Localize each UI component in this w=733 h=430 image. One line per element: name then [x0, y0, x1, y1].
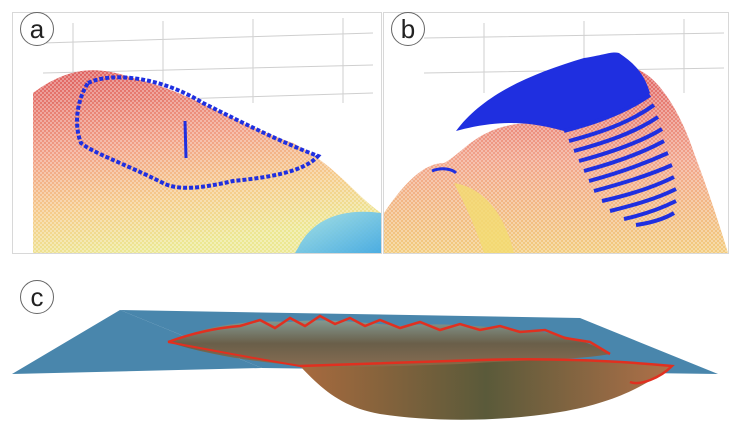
boundary-outline — [75, 75, 322, 190]
panel-label-a: a — [20, 12, 54, 46]
contour-stripes — [563, 93, 677, 227]
panel-b — [383, 12, 729, 254]
boundary-marker — [183, 120, 188, 159]
panel-a — [12, 12, 382, 254]
panel-a-figure — [33, 18, 381, 253]
rim-outline-front — [299, 358, 675, 385]
boundary-dots — [431, 167, 458, 175]
selected-region — [456, 52, 650, 131]
terrain-surface — [168, 320, 610, 367]
grid-lines — [42, 18, 374, 104]
panel-label-c: c — [20, 280, 54, 314]
panel-label-b: b — [391, 12, 425, 46]
panel-b-figure — [384, 19, 728, 253]
terrain-cyan-region — [295, 211, 381, 253]
panel-c — [0, 282, 733, 430]
panel-c-figure — [12, 310, 718, 420]
rim-outline-top — [167, 314, 611, 356]
terrain-pit — [300, 359, 672, 420]
plane-front — [12, 310, 262, 374]
